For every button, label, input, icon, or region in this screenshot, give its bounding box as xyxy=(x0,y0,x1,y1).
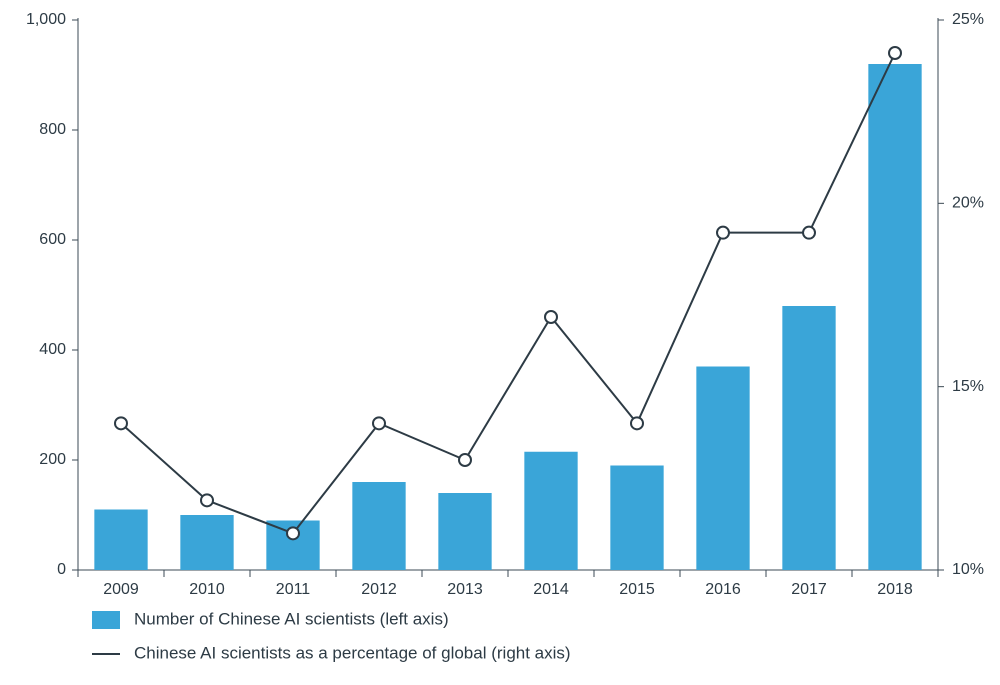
x-axis-tick-label: 2017 xyxy=(791,581,827,598)
line-marker xyxy=(889,47,901,59)
bar xyxy=(610,466,663,571)
left-axis-tick-label: 400 xyxy=(39,341,66,358)
right-axis-tick-label: 10% xyxy=(952,561,984,578)
right-axis-tick-label: 15% xyxy=(952,378,984,395)
legend-label-bars: Number of Chinese AI scientists (left ax… xyxy=(134,609,449,628)
x-axis-tick-label: 2013 xyxy=(447,581,483,598)
left-axis-tick-label: 600 xyxy=(39,231,66,248)
line-marker xyxy=(287,527,299,539)
line-marker xyxy=(373,417,385,429)
line-marker xyxy=(631,417,643,429)
left-axis-tick-label: 1,000 xyxy=(26,11,66,28)
bar xyxy=(868,64,921,570)
x-axis-tick-label: 2011 xyxy=(276,581,311,598)
x-axis-tick-label: 2016 xyxy=(705,581,741,598)
line-marker xyxy=(201,494,213,506)
bar xyxy=(782,306,835,570)
bar xyxy=(180,515,233,570)
left-axis-tick-label: 0 xyxy=(57,561,66,578)
bar xyxy=(352,482,405,570)
bar xyxy=(696,367,749,571)
legend-label-line: Chinese AI scientists as a percentage of… xyxy=(134,643,571,662)
line-marker xyxy=(459,454,471,466)
left-axis-tick-label: 800 xyxy=(39,121,66,138)
combo-chart: 0 200 400 600 800 1,000 10% 15% 20% 25% 2009 2010 20… xyxy=(0,0,1000,685)
line-marker xyxy=(717,227,729,239)
right-axis-tick-label: 20% xyxy=(952,195,984,212)
x-axis-tick-label: 2009 xyxy=(103,581,139,598)
x-axis-tick-label: 2014 xyxy=(533,581,569,598)
bar xyxy=(94,510,147,571)
x-axis-tick-label: 2010 xyxy=(189,581,225,598)
bar xyxy=(438,493,491,570)
line-marker xyxy=(545,311,557,323)
right-axis-tick-label: 25% xyxy=(952,11,984,28)
line-marker xyxy=(803,227,815,239)
chart-container: 0 200 400 600 800 1,000 10% 15% 20% 25% 2009 2010 20… xyxy=(0,0,1000,685)
bar xyxy=(524,452,577,570)
left-axis-tick-label: 200 xyxy=(39,451,66,468)
legend-swatch-bar-icon xyxy=(92,611,120,629)
line-marker xyxy=(115,417,127,429)
x-axis-tick-label: 2012 xyxy=(361,581,397,598)
x-axis-tick-label: 2015 xyxy=(619,581,655,598)
x-axis-tick-label: 2018 xyxy=(877,581,913,598)
